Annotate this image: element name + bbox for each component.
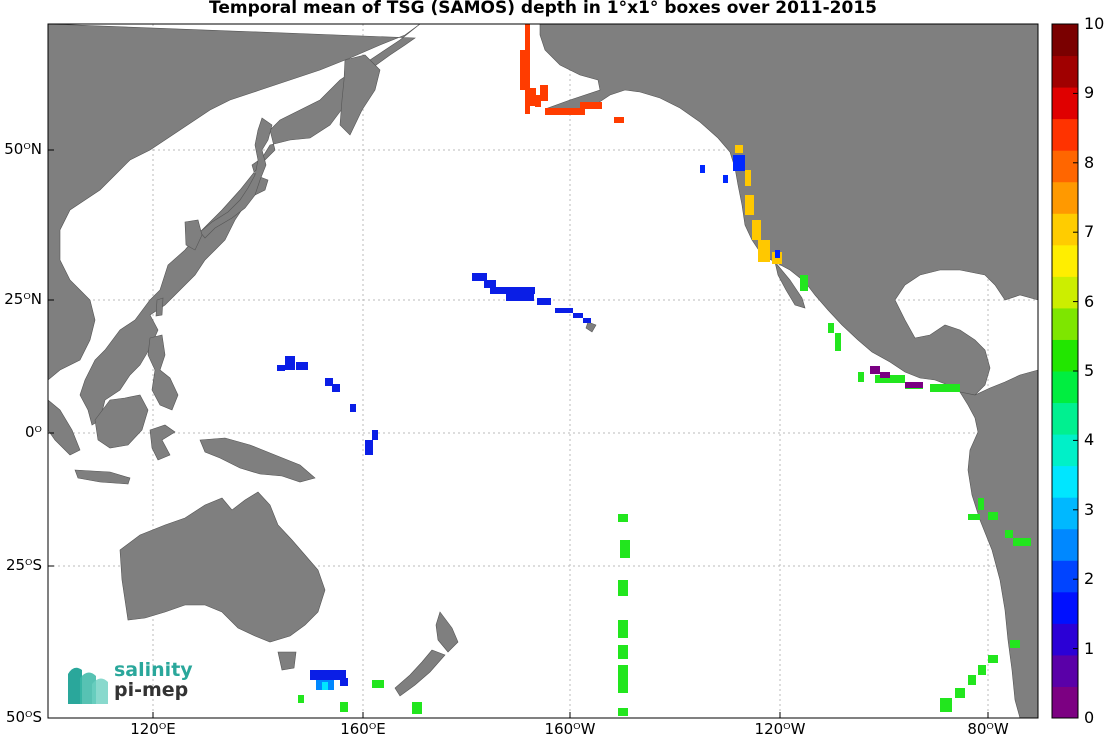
colorbar-segment <box>1052 623 1078 656</box>
map-frame <box>47 23 1039 719</box>
ytick-0: 0ᴼ <box>25 423 42 441</box>
data-cells <box>277 24 1031 716</box>
colorbar-frame <box>1051 23 1079 719</box>
colorbar-tick-label: 2 <box>1084 569 1095 589</box>
land-tasmania <box>277 651 297 671</box>
colorbar-tick-label: 6 <box>1084 291 1095 311</box>
colorbar-tick-label: 3 <box>1084 499 1095 519</box>
colorbar-segment <box>1052 55 1078 88</box>
wave-logo-icon <box>68 667 108 704</box>
colorbar-tick-label: 0 <box>1084 708 1095 727</box>
colorbar-tick-label: 9 <box>1084 83 1095 103</box>
xtick-160e: 160ᴼE <box>340 720 386 738</box>
salinity-pimep-logo: salinity pi-mep <box>64 658 204 708</box>
ytick-25n: 25ᴼN <box>4 290 42 308</box>
colorbar-segment <box>1052 497 1078 530</box>
colorbar-segment <box>1052 371 1078 404</box>
land-south-america <box>959 369 1038 718</box>
logo-text-pimep: pi-mep <box>114 679 189 701</box>
land-korea <box>184 219 203 251</box>
colorbar <box>1052 23 1078 719</box>
colorbar-segment <box>1052 686 1078 719</box>
land-taiwan <box>155 297 164 317</box>
colorbar-tick-label: 8 <box>1084 152 1095 172</box>
colorbar-tick-label: 4 <box>1084 430 1095 450</box>
map-title: Temporal mean of TSG (SAMOS) depth in 1°… <box>208 0 877 18</box>
land-australia <box>119 491 326 643</box>
colorbar-segment <box>1052 560 1078 593</box>
xtick-120e: 120ᴼE <box>130 720 176 738</box>
colorbar-segment <box>1052 402 1078 435</box>
colorbar-segment <box>1052 118 1078 151</box>
land-baja <box>774 261 806 309</box>
colorbar-tick-label: 7 <box>1084 222 1095 242</box>
land-hawaii <box>585 321 597 333</box>
colorbar-tick-label: 1 <box>1084 638 1095 658</box>
colorbar-segment <box>1052 244 1078 277</box>
colorbar-segment <box>1052 24 1078 57</box>
colorbar-segment <box>1052 654 1078 687</box>
colorbar-segment <box>1052 213 1078 246</box>
land-new-guinea <box>199 437 316 483</box>
land-kamchatka <box>339 54 381 136</box>
colorbar-segment <box>1052 434 1078 467</box>
land-philippines <box>147 334 179 411</box>
land-japan <box>199 117 273 239</box>
land-sulawesi <box>149 424 176 461</box>
xtick-160w: 160ᴼW <box>544 720 596 738</box>
colorbar-tick-label: 10 <box>1084 14 1105 33</box>
colorbar-segment <box>1052 591 1078 624</box>
colorbar-segment <box>1052 150 1078 183</box>
logo-text-salinity: salinity <box>114 659 193 681</box>
colorbar-segment <box>1052 339 1078 372</box>
xtick-120w: 120ᴼW <box>754 720 806 738</box>
colorbar-segment <box>1052 307 1078 340</box>
colorbar-segment <box>1052 528 1078 561</box>
xtick-80w: 80ᴼW <box>967 720 1009 738</box>
land-borneo <box>94 394 149 449</box>
land-masses <box>48 24 1038 718</box>
colorbar-segment <box>1052 181 1078 214</box>
colorbar-segment <box>1052 87 1078 120</box>
land-java <box>74 469 131 485</box>
land-new-zealand-north <box>435 611 459 653</box>
land-new-zealand-south <box>394 649 446 697</box>
ytick-50n: 50ᴼN <box>4 140 42 158</box>
ytick-25s: 25ᴼS <box>5 556 42 574</box>
colorbar-segment <box>1052 465 1078 498</box>
colorbar-tick-label: 5 <box>1084 361 1095 380</box>
land-sumatra <box>48 399 81 456</box>
ytick-50s: 50ᴼS <box>5 708 42 726</box>
colorbar-segment <box>1052 276 1078 309</box>
